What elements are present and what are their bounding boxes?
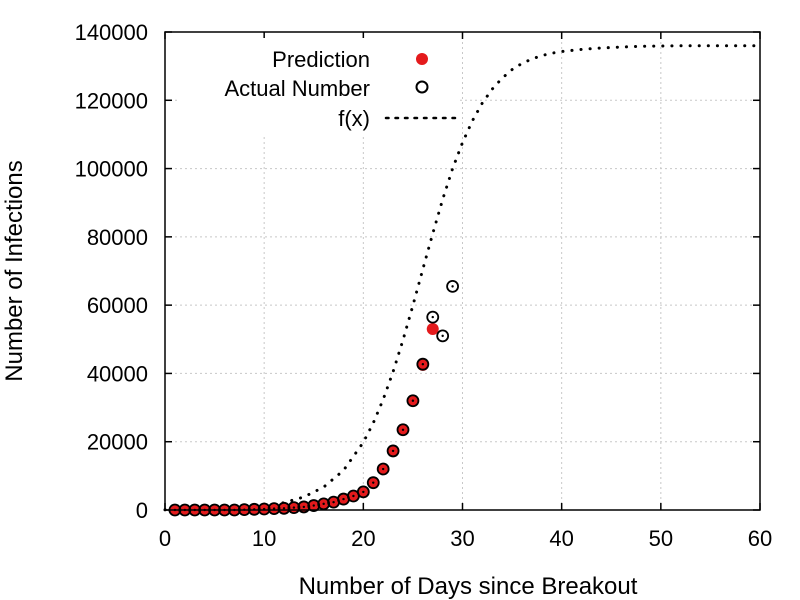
- actual-number-point-center: [322, 502, 325, 506]
- actual-number-point-center: [381, 467, 385, 471]
- actual-number-point-center: [431, 315, 434, 319]
- actual-number-point-center: [441, 334, 444, 338]
- y-tick-label: 20000: [87, 430, 148, 455]
- actual-number-point: [356, 485, 370, 499]
- actual-number-point-center: [372, 481, 375, 484]
- x-tick-label: 60: [748, 526, 772, 551]
- y-tick-label: 120000: [75, 88, 148, 113]
- actual-number-point: [376, 462, 390, 476]
- actual-number-point-center: [421, 363, 425, 366]
- actual-number-point: [446, 279, 459, 293]
- legend-marker-prediction: [416, 53, 428, 65]
- actual-number-point: [386, 444, 400, 458]
- x-tick-label: 40: [549, 526, 573, 551]
- x-tick-label: 50: [649, 526, 673, 551]
- y-tick-label: 60000: [87, 293, 148, 318]
- grid: [165, 32, 760, 510]
- legend: Prediction Actual Number f(x): [178, 38, 458, 134]
- y-tick-label: 100000: [75, 157, 148, 182]
- axis-ticks: 0 10 20 30 40 50 60 0 20000 40000 60000 80000 100000…: [75, 20, 773, 551]
- actual-number-point: [416, 357, 430, 371]
- legend-marker-actual-number: [415, 80, 429, 94]
- y-tick-label: 0: [136, 498, 148, 523]
- actual-number-point: [426, 310, 440, 324]
- legend-background: [178, 38, 458, 134]
- actual-number-point-center: [451, 285, 454, 288]
- actual-number-point-center: [401, 428, 405, 431]
- prediction-point: [426, 323, 439, 336]
- x-tick-label: 10: [252, 526, 276, 551]
- actual-number-point: [396, 423, 410, 437]
- actual-number-point: [277, 501, 291, 515]
- actual-number-point-center: [292, 506, 296, 509]
- y-tick-label: 140000: [75, 20, 148, 45]
- series-line-fx: [163, 44, 762, 512]
- actual-number-point-center: [391, 449, 395, 453]
- plot-frame: [164, 31, 761, 511]
- actual-number-point: [366, 476, 380, 490]
- actual-number-point-center: [362, 490, 365, 494]
- actual-number-point-center: [352, 494, 355, 498]
- actual-number-point: [406, 394, 420, 408]
- actual-number-point: [267, 502, 281, 516]
- x-tick-label: 0: [159, 526, 171, 551]
- legend-label-fx: f(x): [338, 106, 370, 131]
- x-tick-label: 30: [450, 526, 474, 551]
- legend-label-prediction: Prediction: [272, 47, 370, 72]
- actual-number-point-center: [272, 507, 276, 510]
- x-axis-label: Number of Days since Breakout: [299, 573, 638, 600]
- actual-number-point-center: [342, 497, 345, 501]
- actual-number-point-center: [282, 507, 286, 510]
- y-tick-label: 80000: [87, 225, 148, 250]
- y-tick-label: 40000: [87, 361, 148, 386]
- actual-number-point: [436, 329, 450, 343]
- actual-number-point-center: [312, 504, 315, 507]
- y-axis-label: Number of Infections: [1, 160, 28, 381]
- actual-number-point-center: [411, 399, 415, 402]
- actual-number-point: [257, 502, 271, 516]
- actual-number-point: [287, 501, 301, 515]
- actual-number-point-center: [302, 505, 306, 509]
- actual-number-point-center: [332, 500, 335, 504]
- legend-label-actual-number: Actual Number: [224, 76, 370, 101]
- x-tick-label: 20: [351, 526, 375, 551]
